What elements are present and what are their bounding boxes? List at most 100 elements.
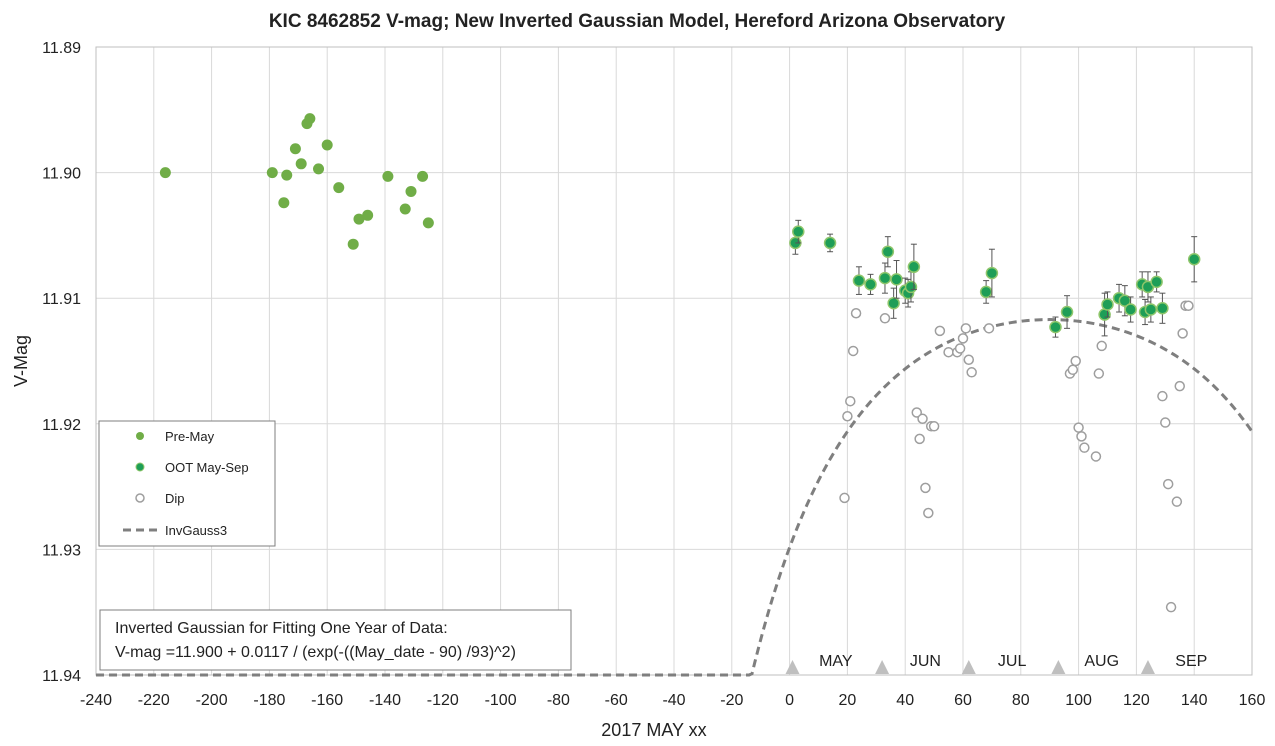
legend-box — [98, 420, 276, 547]
y-tick-label: 11.90 — [42, 166, 81, 183]
x-tick-label: 80 — [1012, 692, 1030, 709]
month-marker-triangle — [1051, 660, 1066, 674]
data-point-oot — [887, 296, 900, 310]
data-point-oot — [985, 266, 999, 280]
data-point-pre-may — [295, 158, 307, 170]
data-point-pre-may — [321, 139, 333, 151]
chart-title: KIC 8462852 V-mag; New Inverted Gaussian… — [269, 11, 1006, 32]
x-axis-title: 2017 MAY xx — [601, 720, 706, 740]
data-point-dip — [839, 492, 850, 504]
data-point-oot — [907, 260, 921, 274]
data-point-dip — [847, 345, 859, 357]
data-point-dip — [911, 407, 923, 418]
data-point-dip — [1171, 496, 1183, 507]
data-point-oot — [864, 278, 877, 291]
data-point-oot — [1049, 320, 1062, 334]
legend-marker-pre-may — [136, 432, 144, 440]
data-point-dip — [917, 413, 928, 425]
data-point-dip — [1160, 417, 1171, 428]
legend-marker-dip — [135, 493, 145, 503]
data-point-pre-may — [422, 217, 434, 229]
data-point-dip — [960, 323, 972, 334]
month-label: JUN — [910, 653, 941, 670]
data-point-pre-may — [417, 170, 429, 182]
x-tick-label: -60 — [605, 692, 628, 709]
data-point-pre-may — [399, 203, 411, 215]
x-tick-label: 140 — [1181, 692, 1208, 709]
y-tick-label: 11.94 — [42, 668, 81, 685]
data-point-oot — [1124, 303, 1137, 316]
x-tick-label: -200 — [196, 692, 228, 709]
data-point-pre-may — [281, 169, 293, 181]
month-label: AUG — [1084, 653, 1119, 670]
x-tick-label: -120 — [427, 692, 459, 709]
data-point-oot — [823, 236, 837, 250]
y-tick-label: 11.89 — [42, 40, 81, 57]
formula-note-box — [99, 609, 572, 671]
month-label: MAY — [819, 653, 853, 670]
data-point-dip — [1165, 601, 1177, 613]
data-point-oot — [852, 274, 866, 287]
month-marker-triangle — [1140, 660, 1155, 674]
data-point-dip — [1174, 380, 1185, 392]
x-tick-label: -180 — [253, 692, 285, 709]
legend-label-oot: OOT May-Sep — [165, 460, 249, 475]
y-axis-title: V-Mag — [11, 335, 31, 387]
data-point-dip — [923, 507, 934, 519]
x-tick-label: -220 — [138, 692, 170, 709]
data-point-dip — [850, 308, 862, 319]
data-point-dip — [1079, 442, 1090, 453]
data-point-pre-may — [266, 167, 278, 179]
data-point-dip — [963, 354, 975, 365]
month-marker-triangle — [785, 660, 800, 674]
x-tick-label: -20 — [720, 692, 743, 709]
data-point-dip — [1183, 300, 1194, 311]
data-point-dip — [845, 395, 856, 407]
data-point-oot — [1101, 298, 1114, 311]
legend: Pre-May OOT May-Sep Dip InvGauss3 — [98, 420, 276, 547]
x-tick-labels: -240 -220 -200 -180 -160 -140 -120 -100 -80 -60 -4… — [80, 692, 1265, 709]
data-point-oot — [792, 225, 805, 238]
data-point-dip — [879, 313, 891, 324]
data-point-dip — [920, 482, 931, 494]
data-point-dip — [1096, 340, 1107, 352]
data-point-dip — [1090, 451, 1102, 462]
x-tick-label: 160 — [1239, 692, 1266, 709]
x-tick-label: -160 — [311, 692, 343, 709]
data-point-pre-may — [405, 185, 417, 197]
y-tick-label: 11.91 — [42, 291, 81, 308]
legend-label-model: InvGauss3 — [165, 523, 227, 538]
x-tick-label: -100 — [485, 692, 517, 709]
data-point-oot — [904, 280, 918, 294]
data-point-dip — [1067, 364, 1079, 376]
data-point-dip — [842, 411, 853, 422]
data-point-oot — [881, 245, 895, 258]
data-point-dip — [1073, 422, 1084, 433]
data-point-dip — [1157, 390, 1168, 402]
data-point-pre-may — [347, 238, 359, 250]
x-tick-label: -240 — [80, 692, 112, 709]
x-tick-label: 0 — [785, 692, 794, 709]
data-point-oot — [1144, 303, 1158, 316]
data-point-dip — [1070, 355, 1081, 367]
data-point-oot — [1156, 301, 1169, 315]
month-label: SEP — [1175, 653, 1207, 670]
data-point-pre-may — [382, 170, 394, 182]
data-point-oot — [878, 271, 892, 285]
data-point-dip — [1093, 368, 1105, 379]
legend-marker-oot — [135, 462, 145, 472]
y-tick-label: 11.93 — [42, 542, 81, 559]
model-curve — [96, 318, 1254, 677]
data-point-pre-may — [362, 209, 374, 221]
x-tick-label: 20 — [839, 692, 857, 709]
data-point-dip — [943, 346, 954, 358]
data-point-dip — [1162, 478, 1174, 490]
month-marker-triangle — [961, 660, 976, 674]
data-point-dip — [954, 343, 966, 354]
data-point-oot — [1187, 253, 1201, 266]
data-point-pre-may — [278, 197, 290, 209]
data-point-pre-may — [304, 113, 316, 125]
formula-note: Inverted Gaussian for Fitting One Year o… — [99, 609, 572, 671]
x-tick-label: 100 — [1065, 692, 1092, 709]
